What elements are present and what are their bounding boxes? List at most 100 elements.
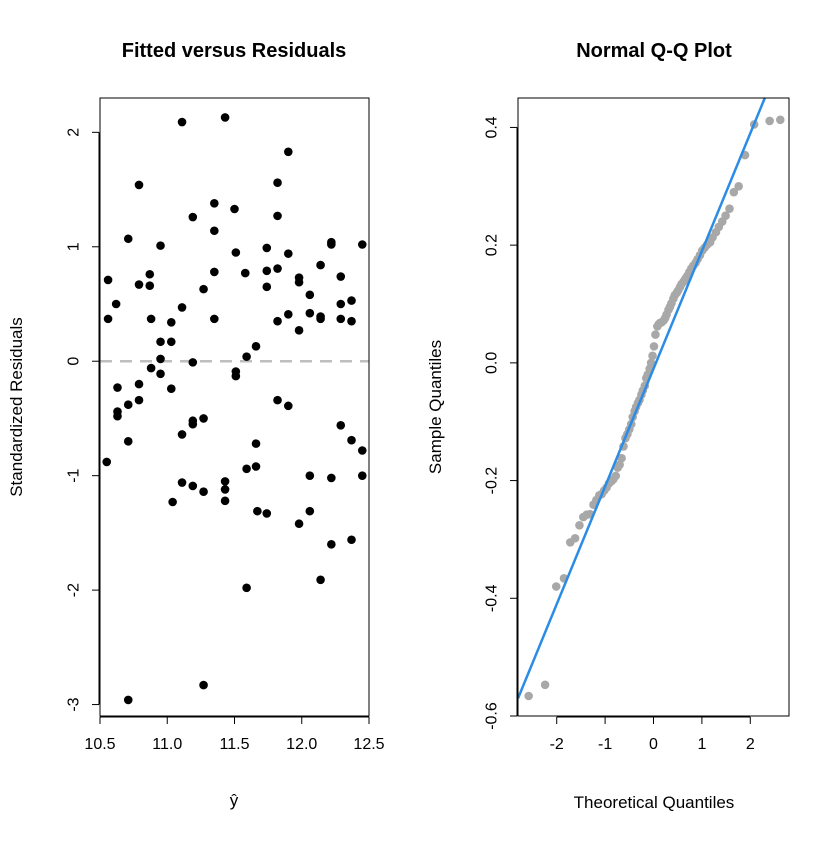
left-data-point <box>231 248 241 257</box>
left-y-tick-label: -1 <box>66 468 83 482</box>
right-chart-title: Normal Q-Q Plot <box>576 40 732 62</box>
left-y-tick-label: 2 <box>66 128 83 137</box>
normal-qq-panel: Normal Q-Q Plot -2 -1 0 1 2 -0.6 -0.4 -0.2 0.0 0… <box>426 40 790 812</box>
left-data-point <box>273 178 282 187</box>
left-data-point <box>199 487 208 496</box>
left-y-axis-label: Standardized Residuals <box>7 317 26 497</box>
right-y-axis: -0.6 -0.4 -0.2 0.0 0.2 0.4 <box>484 116 518 730</box>
left-data-point <box>273 316 282 326</box>
right-plot-frame <box>517 97 790 717</box>
left-data-point <box>284 401 293 411</box>
left-data-point <box>336 272 346 281</box>
left-data-point <box>316 314 325 324</box>
left-x-tick-label: 12.5 <box>353 736 384 753</box>
left-data-point <box>113 411 122 421</box>
left-chart-title: Fitted versus Residuals <box>122 40 347 62</box>
left-data-point <box>305 290 315 300</box>
left-data-point <box>327 240 336 249</box>
left-data-point <box>242 352 251 361</box>
left-data-point <box>357 240 367 249</box>
left-data-point <box>336 314 346 324</box>
left-data-point <box>103 275 113 285</box>
left-data-point <box>145 281 155 290</box>
left-data-point <box>240 268 250 278</box>
right-data-point <box>646 358 656 368</box>
right-data-point <box>615 460 624 469</box>
left-data-point <box>347 435 356 445</box>
right-data-point <box>611 471 621 481</box>
left-data-point <box>336 421 346 430</box>
left-data-point <box>305 471 315 480</box>
right-data-point <box>648 351 657 361</box>
left-data-point <box>262 509 272 518</box>
left-y-axis: -3 -2 -1 0 1 2 <box>66 128 100 712</box>
right-x-tick-label: 2 <box>746 736 755 753</box>
left-data-point <box>103 314 113 324</box>
left-y-tick-label: 0 <box>66 357 83 366</box>
left-data-point <box>242 583 251 593</box>
left-data-point <box>123 437 133 446</box>
left-data-point <box>113 383 122 392</box>
left-data-point <box>273 211 282 221</box>
right-data-point <box>765 116 774 126</box>
left-data-point <box>231 371 241 381</box>
right-y-tick-label: 0.0 <box>484 352 501 374</box>
left-data-point <box>199 680 208 690</box>
left-data-point <box>199 284 208 294</box>
left-x-axis-label: ŷ <box>230 791 239 810</box>
left-data-point <box>188 419 198 429</box>
left-data-point <box>156 369 165 379</box>
right-y-tick-label: 0.2 <box>484 234 501 256</box>
left-data-point <box>134 395 144 405</box>
left-data-point <box>305 506 315 516</box>
left-data-point <box>111 299 121 309</box>
left-data-point <box>294 519 304 529</box>
left-data-point <box>210 198 219 208</box>
left-data-point <box>102 457 112 467</box>
right-x-tick-label: -2 <box>550 736 564 753</box>
left-data-point <box>242 464 251 474</box>
fitted-vs-residuals-panel: Fitted versus Residuals 10.5 11.0 11.5 12.0… <box>7 40 385 810</box>
left-data-point <box>210 267 219 277</box>
left-data-point <box>262 266 272 276</box>
left-x-tick-label: 11.0 <box>152 736 182 753</box>
left-data-point <box>199 414 208 423</box>
left-data-point <box>177 478 187 487</box>
left-data-point <box>188 212 198 222</box>
right-data-point <box>551 582 561 591</box>
left-data-point <box>156 241 165 250</box>
qq-points <box>524 115 785 701</box>
residual-points <box>102 113 367 705</box>
left-data-point <box>156 337 165 347</box>
right-x-tick-label: 1 <box>697 736 706 753</box>
left-data-point <box>145 269 155 279</box>
right-data-point <box>721 211 730 221</box>
left-data-point <box>327 540 336 549</box>
left-data-point <box>316 575 325 585</box>
left-data-point <box>347 535 356 545</box>
right-y-tick-label: -0.6 <box>484 702 501 730</box>
right-x-tick-label: -1 <box>598 736 612 753</box>
left-data-point <box>284 147 293 157</box>
left-x-tick-label: 10.5 <box>84 736 115 753</box>
left-y-tick-label: 1 <box>66 242 83 251</box>
left-data-point <box>230 204 239 214</box>
left-data-point <box>177 430 187 439</box>
left-data-point <box>284 310 293 319</box>
left-y-tick-label: -2 <box>66 583 83 597</box>
qq-reference-line <box>516 97 766 699</box>
left-data-point <box>146 314 156 324</box>
left-data-point <box>188 481 198 491</box>
left-data-point <box>123 400 133 410</box>
left-data-point <box>168 497 177 507</box>
left-data-point <box>251 439 261 448</box>
right-y-tick-label: 0.4 <box>484 116 501 138</box>
left-data-point <box>357 446 367 455</box>
left-data-point <box>146 363 156 373</box>
left-data-point <box>357 471 367 480</box>
left-data-point <box>210 226 219 236</box>
left-data-point <box>316 260 325 270</box>
right-data-point <box>775 115 785 125</box>
right-y-tick-label: -0.4 <box>484 584 501 612</box>
left-data-point <box>305 308 315 318</box>
